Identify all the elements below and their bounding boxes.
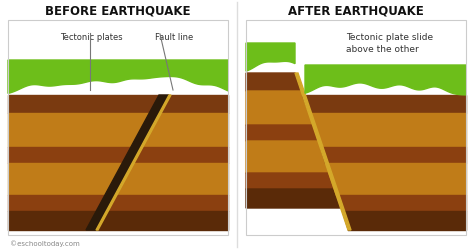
Text: BEFORE EARTHQUAKE: BEFORE EARTHQUAKE xyxy=(45,4,191,17)
Polygon shape xyxy=(8,61,228,94)
Bar xyxy=(246,21,466,235)
Polygon shape xyxy=(246,44,295,72)
Text: AFTER EARTHQUAKE: AFTER EARTHQUAKE xyxy=(288,4,424,17)
Polygon shape xyxy=(336,195,466,211)
Polygon shape xyxy=(246,189,341,208)
Polygon shape xyxy=(342,211,466,230)
Polygon shape xyxy=(246,126,318,142)
Text: Tectonic plate slide
above the other: Tectonic plate slide above the other xyxy=(346,33,433,54)
Text: ©eschooltoday.com: ©eschooltoday.com xyxy=(10,239,80,246)
Polygon shape xyxy=(246,173,334,189)
Polygon shape xyxy=(309,114,466,148)
Bar xyxy=(8,21,228,235)
Polygon shape xyxy=(96,96,171,230)
Polygon shape xyxy=(86,96,169,230)
Polygon shape xyxy=(305,66,466,96)
Polygon shape xyxy=(295,74,351,230)
Polygon shape xyxy=(246,74,301,92)
Text: Tectonic plates: Tectonic plates xyxy=(60,33,123,42)
Polygon shape xyxy=(302,96,466,114)
Polygon shape xyxy=(320,148,466,163)
Text: Fault line: Fault line xyxy=(155,33,193,42)
Polygon shape xyxy=(246,92,312,126)
Polygon shape xyxy=(246,142,329,173)
Polygon shape xyxy=(325,163,466,195)
